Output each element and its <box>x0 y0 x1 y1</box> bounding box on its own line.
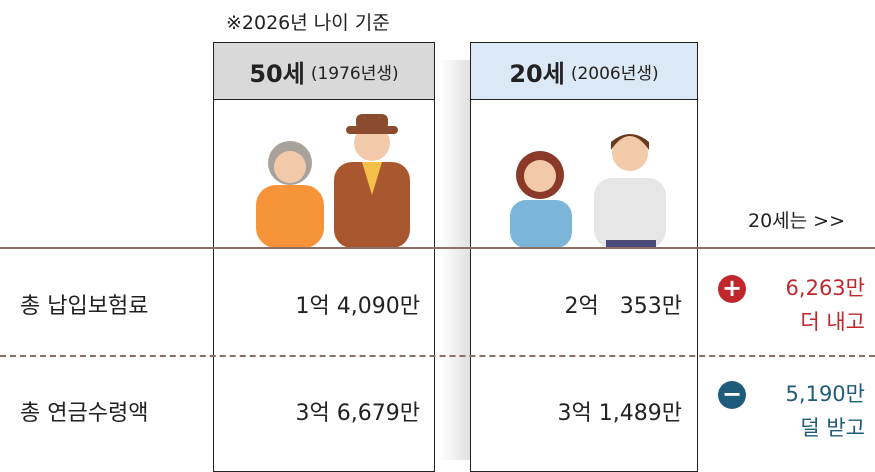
compare-label: 20세는 >> <box>748 206 845 233</box>
body <box>594 178 666 248</box>
divider <box>0 247 875 249</box>
row-label: 총 납입보험료 <box>20 288 148 320</box>
divider-dashed <box>0 355 875 357</box>
grandmother <box>256 141 324 248</box>
hat <box>356 114 388 130</box>
young-man <box>594 134 666 248</box>
row-label: 총 연금수령액 <box>20 395 148 427</box>
body <box>256 185 324 248</box>
cell-value: 1억 4,090만 <box>220 288 420 320</box>
face <box>524 160 556 192</box>
cell-value: 2억 353만 <box>475 288 682 320</box>
cell-value: 3억 6,679만 <box>220 395 420 427</box>
young-woman <box>510 151 572 248</box>
root: ※2026년 나이 기준 50세 (1976년생) 20세 (2006년생) 2… <box>0 0 875 460</box>
cell-value: 3억 1,489만 <box>475 395 682 427</box>
grandfather <box>334 114 410 248</box>
page: Comparison {"note": "※2026년 나이 기준", "col… <box>0 0 875 460</box>
verdict: 덜 받고 <box>710 412 865 442</box>
body <box>510 200 572 248</box>
difference: 5,190만 <box>710 378 865 408</box>
verdict: 더 내고 <box>710 306 865 336</box>
difference: 6,263만 <box>710 272 865 302</box>
face <box>274 151 306 183</box>
